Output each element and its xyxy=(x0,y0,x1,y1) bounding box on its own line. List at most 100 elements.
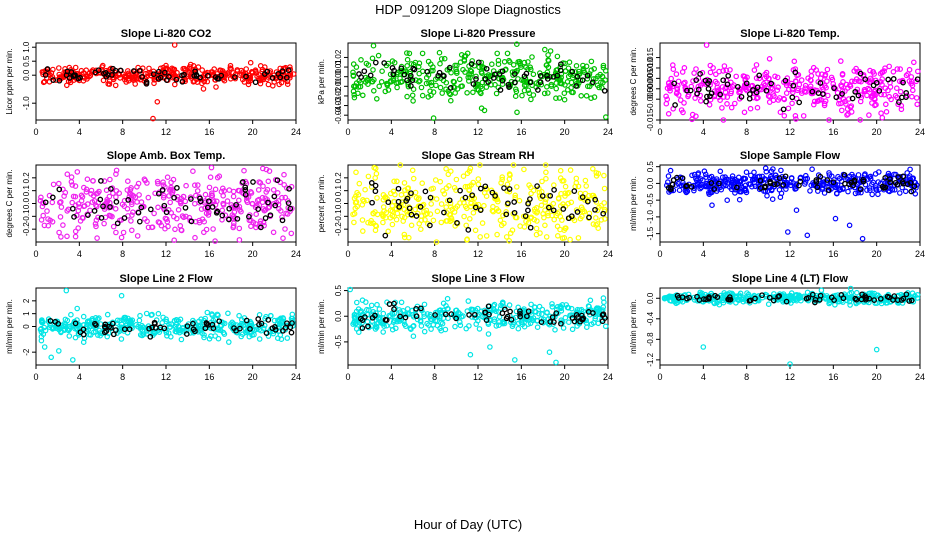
reference-point xyxy=(792,69,799,76)
reference-point xyxy=(468,61,475,67)
y-tick-label: 0.2 xyxy=(22,172,31,184)
data-point xyxy=(547,313,553,320)
data-point xyxy=(387,215,394,221)
data-point xyxy=(843,81,850,88)
data-point xyxy=(468,68,475,75)
data-point xyxy=(427,211,434,217)
outlier-point xyxy=(832,215,839,222)
x-tick-label: 16 xyxy=(204,127,214,137)
data-point xyxy=(902,188,909,195)
data-point xyxy=(167,324,173,330)
reference-point xyxy=(547,192,554,199)
reference-point xyxy=(780,106,787,113)
data-point xyxy=(791,58,798,65)
reference-point xyxy=(234,215,241,222)
data-point xyxy=(573,175,580,182)
data-point xyxy=(473,82,479,88)
data-point xyxy=(575,183,582,190)
data-point xyxy=(383,209,390,216)
data-point xyxy=(72,228,79,235)
reference-point xyxy=(684,87,690,94)
reference-point xyxy=(592,196,599,203)
data-point xyxy=(417,226,424,233)
reference-point xyxy=(768,80,775,87)
data-point xyxy=(355,90,361,97)
reference-point xyxy=(171,194,177,201)
y-tick-label: 0.5 xyxy=(22,55,31,67)
data-point xyxy=(419,68,426,75)
data-point xyxy=(270,187,277,193)
data-point xyxy=(149,224,155,231)
reference-point xyxy=(470,81,477,87)
reference-point xyxy=(683,183,689,190)
reference-point xyxy=(914,76,921,83)
data-point xyxy=(681,65,688,71)
data-point xyxy=(897,88,904,95)
data-point xyxy=(733,293,740,300)
data-point xyxy=(249,332,255,339)
outlier-point xyxy=(709,202,715,209)
reference-point xyxy=(483,317,490,323)
data-point xyxy=(231,220,237,227)
data-point xyxy=(543,234,550,240)
data-point xyxy=(710,65,716,71)
reference-point xyxy=(447,85,454,91)
data-point xyxy=(575,235,582,241)
reference-point xyxy=(98,215,105,221)
data-point xyxy=(485,331,492,337)
reference-point xyxy=(573,312,580,318)
data-point xyxy=(174,193,181,200)
reference-point xyxy=(674,174,680,181)
data-point xyxy=(363,60,370,67)
y-tick-label: -0.005 xyxy=(646,87,655,110)
x-tick-label: 12 xyxy=(785,249,795,259)
data-point xyxy=(743,187,749,194)
data-point xyxy=(39,319,46,326)
data-point xyxy=(359,92,366,99)
data-point xyxy=(206,184,213,191)
panel-3: Slope Li-820 Temp.0 4 8 12 16 20 24-0.015-0.00… xyxy=(629,28,925,137)
data-point xyxy=(248,190,255,196)
data-point xyxy=(207,174,214,181)
data-point xyxy=(681,100,687,106)
reference-point xyxy=(894,181,901,188)
data-point xyxy=(226,69,232,75)
x-tick-label: 8 xyxy=(744,249,749,259)
data-point xyxy=(413,194,420,201)
reference-point xyxy=(503,211,510,218)
y-axis-label: degrees C per min. xyxy=(5,169,14,237)
data-point xyxy=(361,198,367,205)
reference-point xyxy=(139,73,145,80)
data-point xyxy=(402,187,408,194)
reference-point xyxy=(269,325,276,332)
x-tick-label: 20 xyxy=(560,127,570,137)
reference-point xyxy=(782,173,789,180)
data-point xyxy=(842,98,848,105)
reference-point xyxy=(679,175,686,182)
reference-point xyxy=(157,74,164,81)
data-point xyxy=(256,336,263,342)
data-point xyxy=(226,187,233,193)
reference-point xyxy=(511,199,518,205)
data-point xyxy=(481,202,487,209)
data-point xyxy=(38,325,45,332)
data-point xyxy=(353,64,360,70)
data-point xyxy=(155,204,161,211)
data-point xyxy=(593,170,600,176)
reference-point xyxy=(475,59,482,66)
outlier-point xyxy=(602,114,609,120)
data-point xyxy=(661,295,668,301)
data-point xyxy=(763,69,770,76)
x-tick-label: 8 xyxy=(744,372,749,382)
reference-point xyxy=(547,318,554,325)
y-tick-label: 0.0 xyxy=(22,69,31,81)
data-point xyxy=(443,185,450,191)
reference-point xyxy=(522,213,529,219)
y-tick-label: 0.0 xyxy=(646,177,655,189)
reference-point xyxy=(250,179,256,185)
data-point xyxy=(762,165,769,172)
reference-point xyxy=(553,310,560,316)
data-point xyxy=(80,215,86,221)
data-point xyxy=(186,64,193,70)
data-point xyxy=(353,169,359,176)
